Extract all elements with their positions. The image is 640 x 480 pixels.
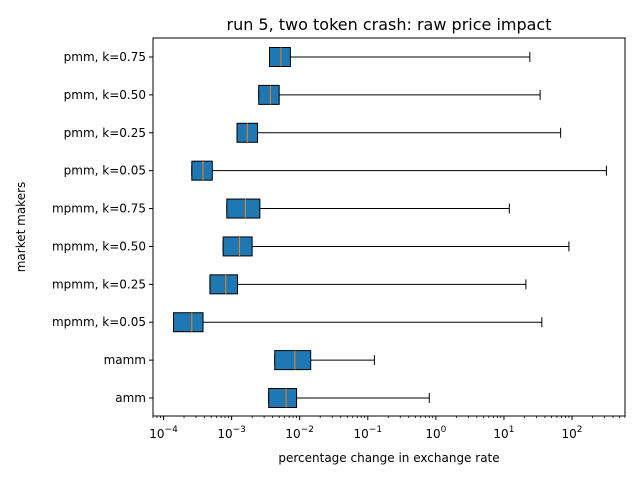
box-group	[268, 388, 430, 408]
box-group	[222, 236, 570, 257]
box	[258, 84, 280, 105]
box-group	[268, 47, 531, 67]
y-axis-label: market makers	[14, 182, 28, 273]
box	[226, 198, 261, 219]
box	[268, 388, 298, 408]
boxes-layer	[172, 47, 607, 408]
box-group	[209, 274, 527, 295]
plot-frame	[152, 37, 626, 417]
y-tick-label: pmm, k=0.75	[64, 50, 146, 64]
y-tick-label: amm	[115, 391, 146, 405]
box	[172, 312, 204, 333]
y-tick-label: mpmm, k=0.75	[52, 202, 146, 216]
y-tick-label: mamm	[104, 353, 146, 367]
x-tick-label: 100	[425, 425, 446, 441]
y-tick-label: pmm, k=0.05	[64, 164, 146, 178]
box	[268, 47, 291, 67]
y-tick-label: mpmm, k=0.50	[52, 239, 146, 253]
y-tick-label: mpmm, k=0.25	[52, 277, 146, 291]
x-axis-label: percentage change in exchange rate	[278, 451, 499, 465]
box	[274, 350, 312, 371]
y-tick-label: pmm, k=0.25	[64, 126, 146, 140]
box	[222, 236, 253, 257]
y-tick-label: pmm, k=0.50	[64, 88, 146, 102]
box	[209, 274, 239, 295]
x-axis-ticks: 10−4 10−3 10−2 10−1 100 101 102	[149, 416, 626, 441]
x-tick-label: 10−4	[149, 425, 178, 441]
box-group	[172, 312, 543, 333]
box-group	[258, 84, 541, 105]
y-axis-ticks: amm mamm mpmm, k=0.05 mpmm, k=0.25 mpmm, k=0…	[52, 50, 153, 405]
box-group	[191, 160, 607, 181]
chart-title: run 5, two token crash: raw price impact	[226, 15, 551, 34]
x-tick-label: 102	[562, 425, 583, 441]
x-tick-label: 10−3	[217, 425, 246, 441]
box-group	[274, 350, 375, 371]
box-group	[226, 198, 510, 219]
x-tick-label: 10−1	[354, 425, 383, 441]
y-tick-label: mpmm, k=0.05	[52, 315, 146, 329]
box	[191, 160, 213, 181]
x-tick-label: 10−2	[285, 425, 314, 441]
x-tick-label: 101	[493, 425, 514, 441]
box-group	[236, 122, 562, 143]
